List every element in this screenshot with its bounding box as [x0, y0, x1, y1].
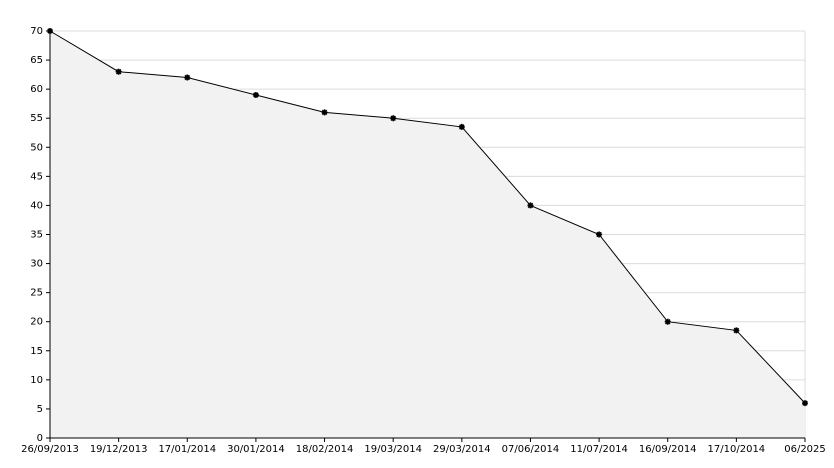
- y-tick-label: 5: [37, 404, 43, 415]
- x-tick-label: 07/06/2014: [502, 444, 560, 455]
- y-tick-label: 10: [30, 375, 43, 386]
- marker: [321, 109, 328, 116]
- x-tick-label: 11/07/2014: [570, 444, 628, 455]
- y-tick-label: 25: [30, 288, 43, 299]
- x-tick-label: 17/01/2014: [158, 444, 216, 455]
- y-tick-label: 15: [30, 346, 43, 357]
- x-tick-label: 19/12/2013: [90, 444, 148, 455]
- marker: [252, 91, 259, 98]
- x-tick-label: 19/03/2014: [364, 444, 422, 455]
- marker: [596, 231, 603, 238]
- marker: [802, 400, 808, 407]
- x-tick-label: 26/09/2013: [21, 444, 79, 455]
- y-tick-label: 35: [30, 230, 43, 241]
- y-tick-label: 50: [30, 142, 43, 153]
- marker: [733, 327, 740, 334]
- y-tick-label: 20: [30, 317, 43, 328]
- y-tick-label: 40: [30, 200, 43, 211]
- area-fill: [50, 31, 805, 438]
- x-tick-label: 06/2025: [784, 444, 826, 455]
- x-tick-label: 16/09/2014: [639, 444, 697, 455]
- y-tick-label: 55: [30, 113, 43, 124]
- x-tick-label: 17/10/2014: [708, 444, 766, 455]
- y-tick-label: 60: [30, 84, 43, 95]
- marker: [390, 115, 397, 122]
- y-tick-label: 65: [30, 55, 43, 66]
- line: [49, 30, 806, 404]
- x-tick-label: 18/02/2014: [296, 444, 354, 455]
- marker: [664, 318, 671, 325]
- y-tick-label: 30: [30, 259, 43, 270]
- marker: [527, 202, 534, 209]
- y-tick-label: 45: [30, 171, 43, 182]
- x-tick-label: 29/03/2014: [433, 444, 491, 455]
- marker: [184, 74, 191, 81]
- marker: [458, 123, 465, 130]
- y-tick-label: 0: [37, 433, 43, 444]
- y-tick-label: 70: [30, 26, 43, 37]
- marker: [115, 68, 122, 75]
- x-tick-label: 30/01/2014: [227, 444, 285, 455]
- marker: [47, 28, 53, 34]
